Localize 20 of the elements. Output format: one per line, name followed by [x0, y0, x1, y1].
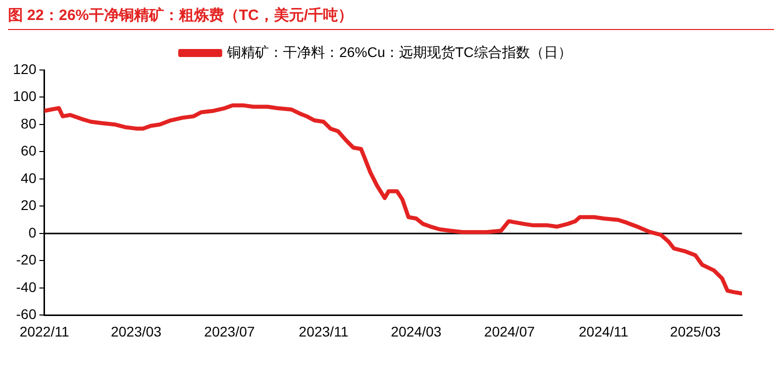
y-tick-label: 40: [20, 170, 37, 186]
y-tick-label: 100: [13, 88, 37, 104]
y-tick-label: 120: [13, 60, 37, 77]
x-tick-label: 2024/03: [390, 323, 442, 340]
x-tick-label: 2025/03: [670, 323, 721, 340]
y-tick-label: -20: [16, 252, 37, 268]
legend-label: 铜精矿：干净料：26%Cu：远期现货TC综合指数（日）: [226, 44, 572, 60]
y-tick-label: -60: [16, 306, 37, 322]
x-tick-label: 2023/07: [204, 323, 255, 340]
chart-title: 图 22：26%干净铜精矿：粗炼费（TC，美元/千吨）: [8, 6, 774, 30]
x-tick-label: 2024/07: [484, 323, 535, 340]
y-tick-label: 0: [28, 224, 37, 240]
x-tick-label: 2022/11: [20, 323, 70, 340]
x-tick-label: 2023/11: [298, 323, 349, 340]
y-tick-label: 20: [20, 197, 37, 214]
x-tick-label: 2024/11: [578, 323, 629, 340]
y-tick-label: 80: [20, 115, 37, 132]
x-tick-label: 2023/03: [110, 323, 162, 340]
y-tick-label: 60: [20, 142, 37, 159]
y-tick-label: -40: [16, 278, 37, 295]
